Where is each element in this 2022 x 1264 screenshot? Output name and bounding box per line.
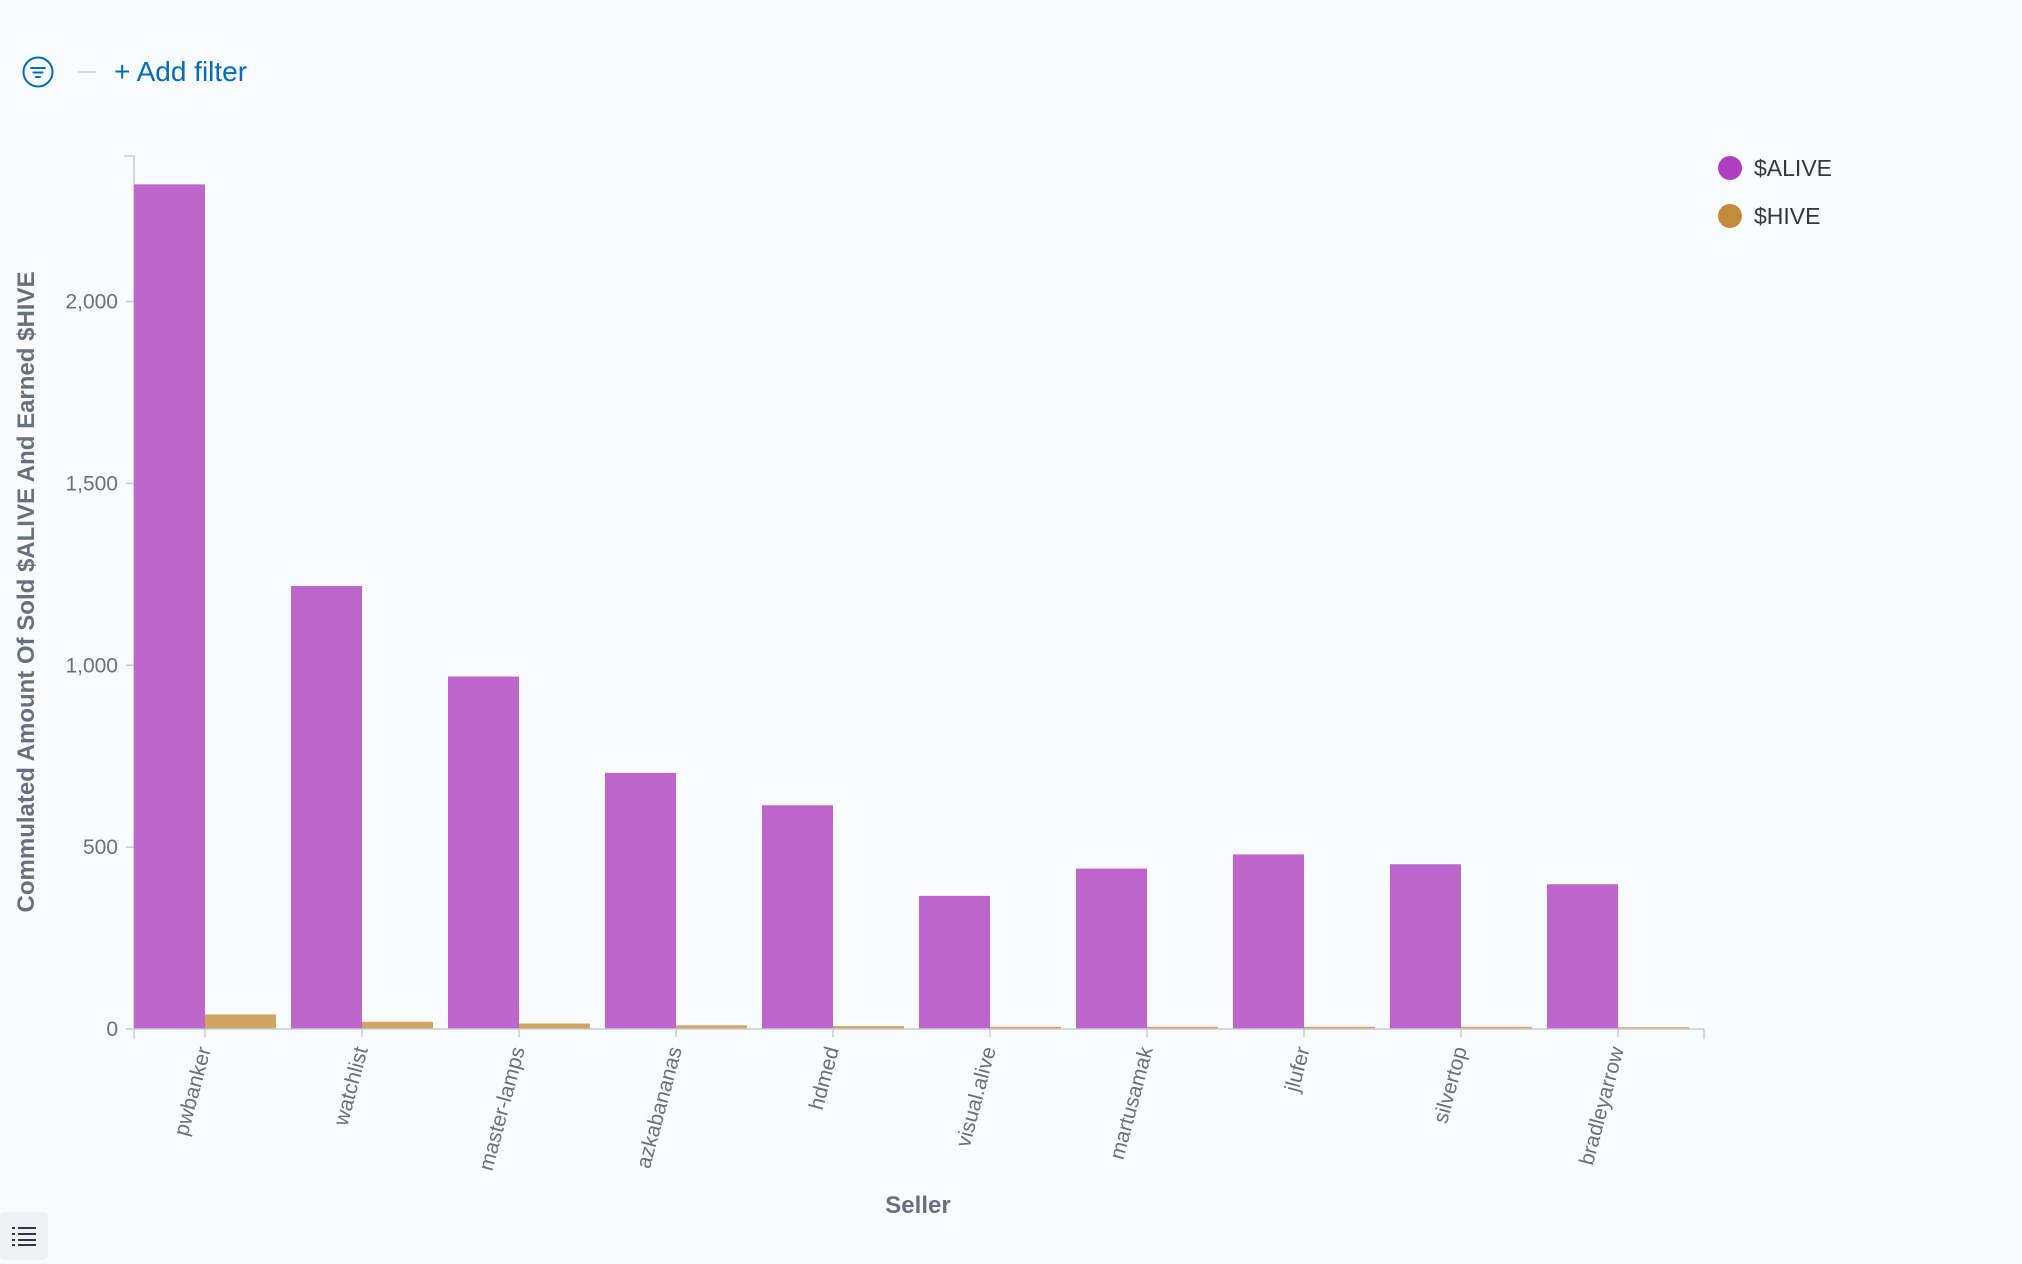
- bar-alive-silvertop[interactable]: [1390, 864, 1461, 1029]
- x-axis: pwbanker watchlist master-lamps azkabananas…: [133, 1028, 1705, 1173]
- bar-hive-silvertop[interactable]: [1461, 1026, 1532, 1029]
- bar-alive-master-lamps[interactable]: [448, 676, 519, 1029]
- bar-alive-hdmed[interactable]: [762, 805, 833, 1029]
- bar-hive-pwbanker[interactable]: [205, 1014, 276, 1029]
- list-icon: [12, 1227, 36, 1246]
- bar-hive-visual.alive[interactable]: [990, 1026, 1061, 1029]
- legend-color-dot: [1718, 204, 1742, 228]
- y-tick-label: 500: [83, 836, 118, 859]
- bar-alive-pwbanker[interactable]: [134, 184, 205, 1029]
- legend-toggle-button[interactable]: [0, 1212, 48, 1260]
- legend: $ALIVE $HIVE: [1718, 144, 1832, 240]
- y-tick-label: 0: [106, 1018, 118, 1041]
- legend-label: $HIVE: [1754, 202, 1821, 229]
- bars: [134, 184, 1689, 1029]
- y-axis-title: Commulated Amount Of Sold $ALIVE And Ear…: [13, 272, 40, 913]
- bar-alive-azkabananas[interactable]: [605, 772, 676, 1029]
- bar-hive-jlufer[interactable]: [1304, 1026, 1375, 1029]
- bar-alive-bradleyarrow[interactable]: [1547, 884, 1618, 1029]
- bar-hive-bradleyarrow[interactable]: [1618, 1027, 1689, 1029]
- x-tick-label: master-lamps: [475, 1044, 530, 1173]
- x-tick-label: martusamak: [1106, 1044, 1158, 1162]
- bar-alive-jlufer[interactable]: [1233, 854, 1304, 1029]
- filter-bar: + Add filter: [22, 52, 247, 92]
- legend-item-hive[interactable]: $HIVE: [1718, 192, 1832, 240]
- x-tick-label: hdmed: [805, 1044, 844, 1112]
- filter-icon[interactable]: [22, 56, 54, 88]
- y-tick-label: 1,000: [65, 654, 118, 677]
- bar-alive-watchlist[interactable]: [291, 585, 362, 1029]
- bar-hive-hdmed[interactable]: [833, 1026, 904, 1029]
- x-tick-label: silvertop: [1429, 1044, 1471, 1125]
- y-tick-label: 1,500: [65, 472, 118, 495]
- x-tick-label: jlufer: [1281, 1044, 1315, 1095]
- x-tick-label: azkabananas: [632, 1044, 687, 1171]
- x-tick-label: watchlist: [330, 1044, 373, 1129]
- x-axis-title: Seller: [885, 1192, 950, 1219]
- bar-hive-martusamak[interactable]: [1147, 1026, 1218, 1029]
- x-tick-label: bradleyarrow: [1575, 1044, 1629, 1168]
- legend-label: $ALIVE: [1754, 154, 1832, 181]
- bar-hive-master-lamps[interactable]: [519, 1023, 590, 1029]
- add-filter-button[interactable]: + Add filter: [114, 56, 248, 87]
- y-axis: 0 500 1,000 1,500 2,000: [65, 155, 135, 1041]
- legend-item-alive[interactable]: $ALIVE: [1718, 144, 1832, 192]
- y-tick-label: 2,000: [65, 291, 118, 314]
- bar-hive-watchlist[interactable]: [362, 1021, 433, 1029]
- bar-alive-visual.alive[interactable]: [919, 895, 990, 1029]
- bar-alive-martusamak[interactable]: [1076, 868, 1147, 1029]
- x-tick-label: pwbanker: [170, 1044, 216, 1138]
- bar-hive-azkabananas[interactable]: [676, 1025, 747, 1029]
- legend-color-dot: [1718, 156, 1742, 180]
- x-tick-label: visual.alive: [952, 1044, 1001, 1149]
- filter-divider: [78, 71, 96, 73]
